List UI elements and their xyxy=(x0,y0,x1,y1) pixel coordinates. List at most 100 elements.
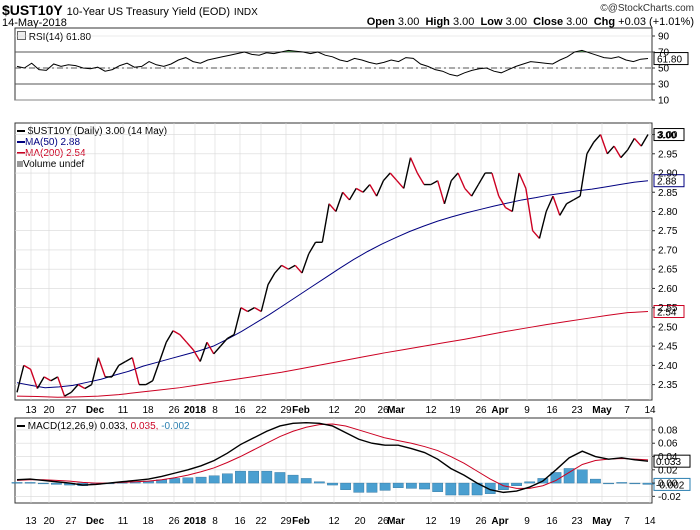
macd-panel-frame xyxy=(15,418,652,503)
macd-histogram-bar xyxy=(275,472,285,483)
macd-y-tick-label: 0.08 xyxy=(658,425,678,436)
macd-x-tick-label: 11 xyxy=(118,516,129,527)
macd-x-tick-label: 18 xyxy=(142,516,154,527)
macd-histogram-bar xyxy=(262,471,272,483)
price-x-tick-label: 2018 xyxy=(184,405,207,416)
macd-histogram-bar xyxy=(235,471,245,483)
rsi-panel-frame xyxy=(15,28,652,100)
price-y-tick-label: 2.60 xyxy=(658,284,678,295)
macd-histogram-bar xyxy=(51,483,61,484)
price-x-tick-label: 14 xyxy=(644,405,656,416)
macd-y-tick-label: 0.02 xyxy=(658,465,678,476)
price-x-tick-label: 26 xyxy=(475,405,487,416)
macd-x-tick-label: 22 xyxy=(255,516,267,527)
price-segment xyxy=(567,200,574,204)
price-segment xyxy=(614,146,621,158)
chart-canvas: 61.80 3.002.882.54 0.033-0.002 13 20 27 Dec… xyxy=(0,0,700,530)
rsi-y-tick-label: 10 xyxy=(658,96,670,107)
macd-histogram-bar xyxy=(630,483,640,484)
macd-histogram-bar xyxy=(367,483,377,492)
macd-histogram-bar xyxy=(603,483,613,484)
price-segment xyxy=(607,146,614,154)
price-x-tick-label: 29 xyxy=(280,405,292,416)
rsi-line xyxy=(17,50,648,76)
price-x-tick-label: May xyxy=(592,405,612,416)
price-x-tick-label: 12 xyxy=(328,405,340,416)
price-segment xyxy=(363,185,370,193)
price-segment xyxy=(98,358,105,377)
price-segment xyxy=(478,173,485,185)
price-x-tick-label: 22 xyxy=(255,405,267,416)
macd-histogram-bar xyxy=(170,478,180,483)
price-segment xyxy=(336,192,343,211)
price-x-tick-label: 27 xyxy=(65,405,77,416)
price-segment xyxy=(472,185,479,197)
macd-histogram-bar xyxy=(327,483,337,485)
macd-histogram-bar xyxy=(25,482,35,483)
price-segment xyxy=(51,377,58,381)
macd-x-tick-label: 7 xyxy=(624,516,630,527)
price-y-tick-label: 2.70 xyxy=(658,245,678,256)
price-segment xyxy=(431,181,438,185)
price-y-tick-label: 2.55 xyxy=(658,303,678,314)
price-segment xyxy=(78,385,85,389)
price-segment xyxy=(397,181,404,189)
price-segment xyxy=(343,192,350,200)
price-segment xyxy=(641,135,648,147)
price-segment xyxy=(451,173,458,181)
price-segment xyxy=(383,173,390,181)
macd-x-tick-label: 20 xyxy=(354,516,366,527)
price-segment xyxy=(519,173,526,188)
macd-histogram-bar xyxy=(196,477,206,483)
price-segment xyxy=(126,358,133,362)
price-segment xyxy=(159,342,166,361)
price-segment xyxy=(634,138,641,146)
price-segment xyxy=(594,135,601,143)
macd-histogram-bar xyxy=(354,483,364,492)
price-segment xyxy=(533,231,540,239)
macd-x-tick-label: 9 xyxy=(524,516,530,527)
price-x-tick-label: Apr xyxy=(491,405,508,416)
macd-histogram-bar xyxy=(288,475,298,483)
price-segment xyxy=(539,211,546,238)
price-y-tick-label: 2.45 xyxy=(658,342,678,353)
price-y-tick-label: 2.85 xyxy=(658,188,678,199)
price-y-tick-label: 2.95 xyxy=(658,149,678,160)
price-segment xyxy=(329,204,336,212)
price-x-tick-label: Mar xyxy=(387,405,405,416)
price-x-tick-label: 26 xyxy=(168,405,180,416)
rsi-y-tick-label: 90 xyxy=(658,32,670,43)
price-x-tick-label: 13 xyxy=(25,405,37,416)
price-segment xyxy=(417,173,424,185)
price-x-tick-label: 20 xyxy=(43,405,55,416)
price-segment xyxy=(153,362,160,381)
macd-histogram-bar xyxy=(12,482,22,483)
price-segment xyxy=(166,331,173,343)
price-y-tick-label: 3.00 xyxy=(658,130,678,141)
price-segment xyxy=(200,342,207,361)
macd-histogram-bar xyxy=(183,478,193,483)
macd-x-tick-label: 26 xyxy=(168,516,180,527)
rsi-y-tick-label: 70 xyxy=(658,48,670,59)
macd-histogram-bar xyxy=(590,479,600,483)
macd-histogram-bar xyxy=(38,483,48,484)
macd-x-tick-label: 26 xyxy=(475,516,487,527)
macd-x-tick-label: Mar xyxy=(387,516,405,527)
price-segment xyxy=(553,196,560,215)
price-segment xyxy=(356,188,363,192)
price-x-tick-label: 9 xyxy=(524,405,530,416)
macd-histogram-bar xyxy=(222,474,232,483)
price-segment xyxy=(241,308,248,312)
macd-x-tick-label: 29 xyxy=(280,516,292,527)
price-x-tick-label: 12 xyxy=(425,405,437,416)
macd-x-tick-label: 19 xyxy=(449,516,461,527)
macd-x-tick-label: 20 xyxy=(43,516,55,527)
macd-x-tick-label: 13 xyxy=(25,516,37,527)
price-segment xyxy=(146,381,153,385)
price-segment xyxy=(24,365,31,369)
macd-x-tick-label: 23 xyxy=(571,516,583,527)
price-segment xyxy=(309,242,316,254)
price-segment xyxy=(254,308,261,312)
macd-x-tick-label: 16 xyxy=(546,516,558,527)
price-x-tick-label: 16 xyxy=(546,405,558,416)
